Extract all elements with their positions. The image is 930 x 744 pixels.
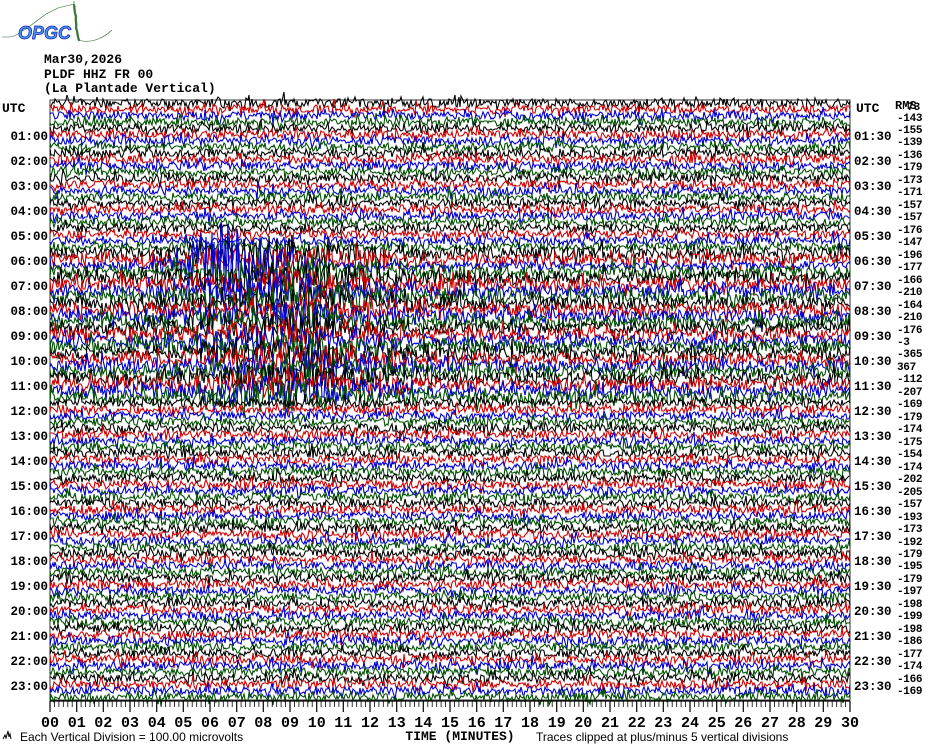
svg-text:29: 29 (814, 715, 832, 732)
svg-text:30: 30 (841, 715, 859, 732)
svg-text:TIME (MINUTES): TIME (MINUTES) (405, 729, 514, 744)
svg-text:OPGC: OPGC (18, 23, 72, 43)
svg-text:09: 09 (281, 715, 299, 732)
svg-text:12: 12 (361, 715, 379, 732)
svg-text:28: 28 (788, 715, 806, 732)
svg-text:10: 10 (308, 715, 326, 732)
svg-text:11: 11 (334, 715, 352, 732)
svg-text:08: 08 (254, 715, 272, 732)
svg-text:13: 13 (388, 715, 406, 732)
